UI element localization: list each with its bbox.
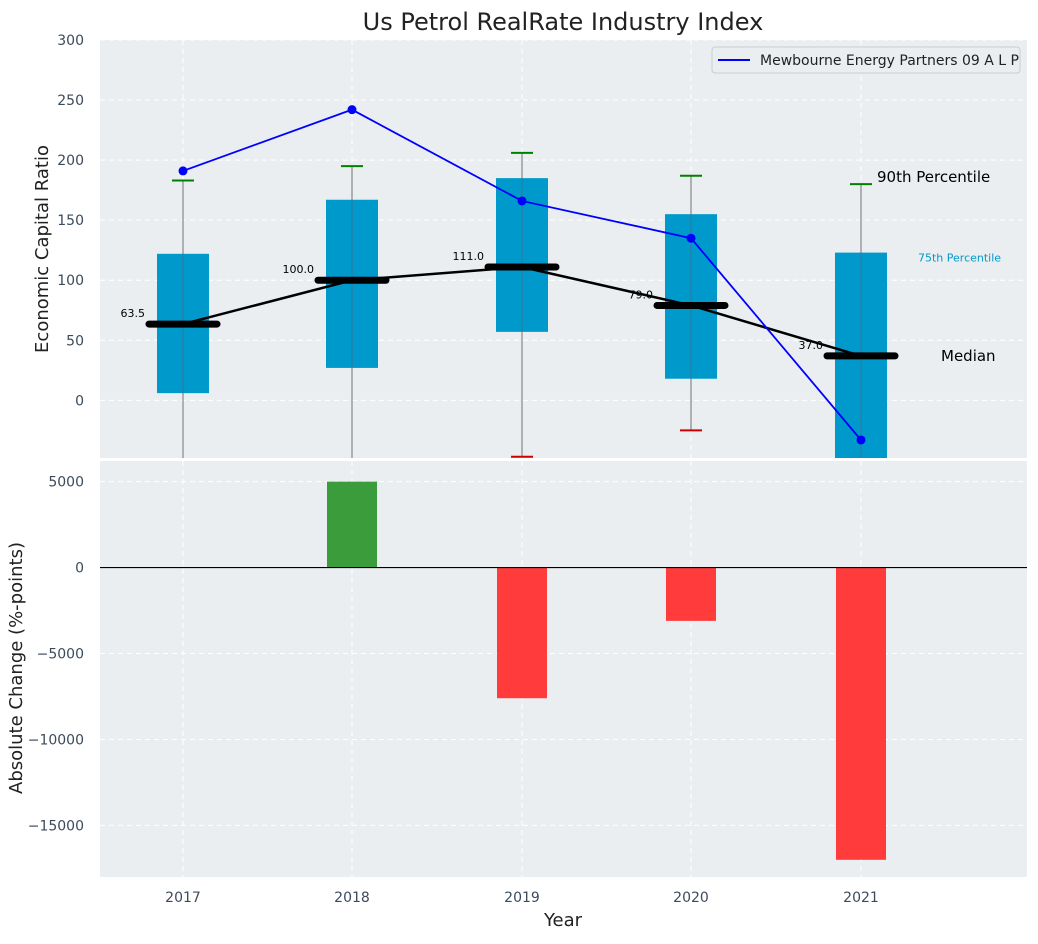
top-y-tick-label: 200 [57,153,84,169]
company-series-point [856,435,866,445]
top-y-tick-label: 100 [57,273,84,289]
x-axis-label: Year [543,910,583,931]
median-value-label: 63.5 [121,307,146,320]
top-clipped-group: 63.5 100.0 111.0 79.0 37.0 [121,105,899,458]
top-y-axis-label: Economic Capital Ratio [32,145,53,353]
top-y-tick-label: 0 [75,393,84,409]
change-bar-2019 [497,567,547,699]
company-series-point [347,105,357,115]
bottom-y-axis-label: Absolute Change (%-points) [6,542,27,794]
chart-title: Us Petrol RealRate Industry Index [363,8,764,36]
legend-label: Mewbourne Energy Partners 09 A L P [760,53,1019,69]
x-tick-label: 2021 [843,890,879,906]
company-series-point [517,196,527,206]
bottom-plot-background [100,461,1027,877]
median-value-label: 79.0 [629,288,654,301]
top-y-tick-label: 250 [57,93,84,109]
top-y-tick-label: 300 [57,33,84,49]
x-tick-label: 2018 [334,890,370,906]
company-series-point [178,166,188,176]
company-series-point [686,233,696,243]
median-annotation: Median [941,347,996,365]
x-tick-label: 2017 [165,890,201,906]
x-tick-label: 2020 [673,890,709,906]
median-value-label: 37.0 [799,339,824,352]
legend-box [711,46,1021,74]
median-value-label: 100.0 [283,263,315,276]
bottom-y-tick-label: 5000 [48,475,84,491]
top-y-tick-label: 50 [66,333,84,349]
p90-annotation: 90th Percentile [877,168,990,186]
p75-annotation: 75th Percentile [918,252,1001,265]
change-bar-2018 [327,481,377,568]
x-tick-label: 2019 [504,890,540,906]
top-plot-background [100,40,1027,458]
bottom-y-tick-label: −10000 [28,732,84,748]
bottom-y-tick-label: −5000 [37,647,84,663]
median-value-label: 111.0 [453,250,485,263]
bottom-y-tick-label: −15000 [28,818,84,834]
bottom-panel: 5000 0 −5000 −10000 −15000 2017 2018 2019 2020 20… [28,461,1027,906]
top-panel: 0 50 100 150 200 250 300 63.5 100.0 111.0 79.0 37.0… [57,33,1027,458]
change-bar-2020 [666,567,716,621]
change-bar-2021 [836,567,886,860]
legend: Mewbourne Energy Partners 09 A L P [711,46,1021,74]
bottom-y-tick-label: 0 [75,561,84,577]
top-y-tick-label: 150 [57,213,84,229]
